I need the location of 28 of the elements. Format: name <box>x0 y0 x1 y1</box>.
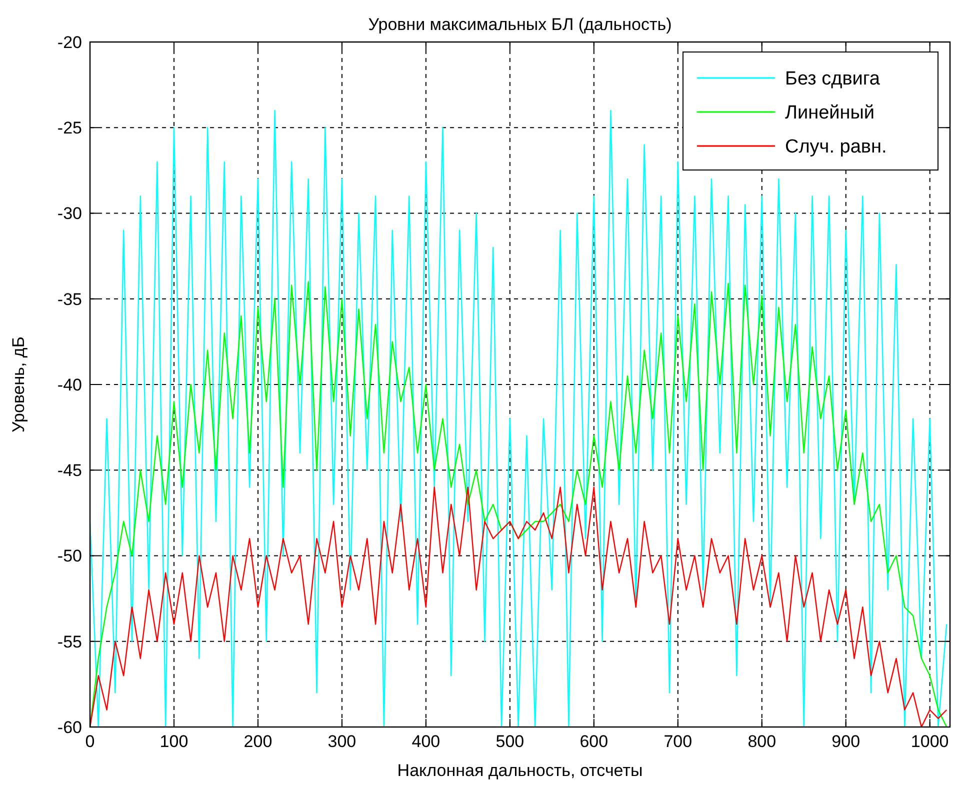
x-tick-label: 200 <box>244 732 272 751</box>
x-axis-title: Наклонная дальность, отсчеты <box>397 761 643 780</box>
legend-label: Случ. равн. <box>785 136 887 158</box>
legend-label: Линейный <box>785 102 875 124</box>
y-tick-label: -25 <box>57 118 82 138</box>
y-tick-label: -50 <box>57 546 82 566</box>
line-series <box>90 486 948 727</box>
x-tick-label: 100 <box>160 732 188 751</box>
x-tick-label: 400 <box>412 732 440 751</box>
y-tick-label: -20 <box>57 32 82 52</box>
y-tick-label: -40 <box>57 375 82 394</box>
x-tick-label: 600 <box>580 732 608 751</box>
x-tick-label: 500 <box>496 732 524 751</box>
x-tick-label: 1000 <box>910 732 949 751</box>
y-tick-label: -45 <box>57 461 82 480</box>
y-tick-label: -55 <box>57 632 82 652</box>
y-tick-label: -35 <box>57 290 82 309</box>
x-tick-label: 300 <box>328 732 356 751</box>
line-series <box>90 281 948 727</box>
x-tick-label: 700 <box>664 732 692 751</box>
chart-title: Уровни максимальных БЛ (дальность) <box>368 15 672 34</box>
y-axis-title: Уровень, дБ <box>9 336 28 433</box>
legend-label: Без сдвига <box>785 68 880 90</box>
x-tick-label: 800 <box>748 732 776 751</box>
y-tick-label: -60 <box>57 718 82 737</box>
x-tick-label: 900 <box>832 732 860 751</box>
x-tick-label: 0 <box>85 732 95 751</box>
y-tick-label: -30 <box>57 204 82 224</box>
